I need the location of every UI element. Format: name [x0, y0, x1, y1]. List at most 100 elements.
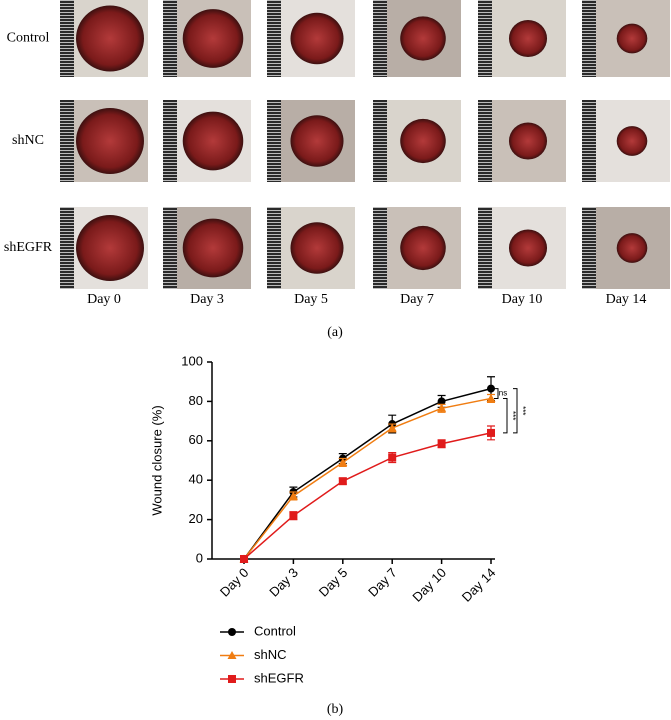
photo-grid: Control shNC shEGFR Day 0 Day 3 Day 5 Day 7 Day… [4, 0, 670, 307]
point [288, 491, 298, 500]
wound-photo [582, 207, 670, 289]
wound [508, 20, 548, 57]
wound [400, 16, 446, 61]
panel-caption: (b) [327, 702, 344, 717]
point [437, 403, 447, 412]
x-tick-label: Day 14 [459, 565, 499, 605]
x-tick-label: Day 10 [409, 565, 449, 605]
x-tick-label: Day 0 [217, 565, 252, 600]
legend-marker [227, 651, 237, 659]
ruler [582, 0, 596, 77]
wound [508, 122, 548, 160]
legend-label: Control [254, 623, 296, 638]
x-tick-label: Day 3 [266, 565, 301, 600]
point [289, 511, 298, 520]
legend-label: shEGFR [254, 670, 304, 685]
wound [290, 115, 344, 167]
wound [508, 229, 548, 267]
wound-photo [478, 0, 566, 77]
ruler [163, 207, 177, 289]
wound-photo [60, 207, 148, 289]
point [338, 457, 348, 466]
wound-photo [163, 0, 251, 77]
legend-marker [228, 628, 236, 636]
ruler [478, 100, 492, 182]
wound [76, 5, 144, 72]
wound-photo [60, 100, 148, 182]
series-line [243, 397, 492, 560]
wound-photo [373, 207, 461, 289]
ruler [582, 207, 596, 289]
y-axis-label: Wound closure (%) [149, 405, 164, 515]
point [240, 555, 248, 563]
wound-photo [163, 100, 251, 182]
wound-photo [267, 100, 355, 182]
wound [616, 126, 648, 156]
wound-photo [582, 0, 670, 77]
wound [400, 225, 446, 271]
wound [76, 215, 144, 281]
significance-bracket [503, 397, 508, 434]
ruler [478, 207, 492, 289]
point [437, 439, 446, 448]
x-tick-label: Day 7 [365, 565, 400, 600]
significance-label: ns [499, 389, 507, 398]
wound-photo [60, 0, 148, 77]
ruler [267, 207, 281, 289]
legend-marker [228, 675, 236, 683]
series-line [243, 387, 492, 560]
point [388, 453, 397, 462]
line-chart: 0 20 40 60 80 100 Wound closure (%) Day 0 Day 3 D… [149, 353, 526, 685]
significance-bracket [494, 388, 499, 399]
wound [290, 12, 344, 65]
wound [400, 118, 446, 164]
column-label: Day 10 [502, 292, 543, 307]
ruler [267, 100, 281, 182]
wound [290, 222, 344, 274]
ruler [373, 100, 387, 182]
legend-label: shNC [254, 647, 287, 662]
wound-photo [582, 100, 670, 182]
point [487, 384, 495, 393]
wound-photo [478, 207, 566, 289]
point [387, 423, 397, 432]
panel-caption: (a) [327, 325, 343, 340]
y-tick-label: 20 [189, 511, 203, 526]
wound-photo [373, 100, 461, 182]
x-tick-label: Day 5 [316, 565, 351, 600]
ruler [267, 0, 281, 77]
ruler [60, 0, 74, 77]
point [437, 397, 446, 406]
wound [182, 111, 244, 171]
wound-photo [373, 0, 461, 77]
row-label: shNC [12, 133, 44, 148]
column-label: Day 0 [87, 292, 121, 307]
column-label: Day 7 [400, 292, 434, 307]
column-label: Day 3 [190, 292, 224, 307]
ruler [163, 0, 177, 77]
ruler [60, 100, 74, 182]
y-tick-label: 80 [189, 393, 203, 408]
wound [616, 23, 648, 54]
column-label: Day 5 [294, 292, 328, 307]
y-tick-label: 0 [196, 550, 203, 565]
wound [76, 108, 144, 174]
ruler [373, 207, 387, 289]
y-tick-label: 60 [189, 432, 203, 447]
y-tick-label: 100 [181, 353, 203, 368]
point [338, 477, 347, 486]
ruler [478, 0, 492, 77]
significance-label: *** [518, 406, 527, 415]
series-line [243, 432, 492, 560]
wound-photo [267, 0, 355, 77]
column-label: Day 14 [606, 292, 647, 307]
y-tick-label: 40 [189, 472, 203, 487]
row-label: shEGFR [4, 240, 53, 255]
wound [616, 233, 648, 263]
point [486, 393, 496, 402]
row-label: Control [7, 31, 50, 46]
wound-photo [267, 207, 355, 289]
ruler [373, 0, 387, 77]
ruler [582, 100, 596, 182]
wound-photo [478, 100, 566, 182]
